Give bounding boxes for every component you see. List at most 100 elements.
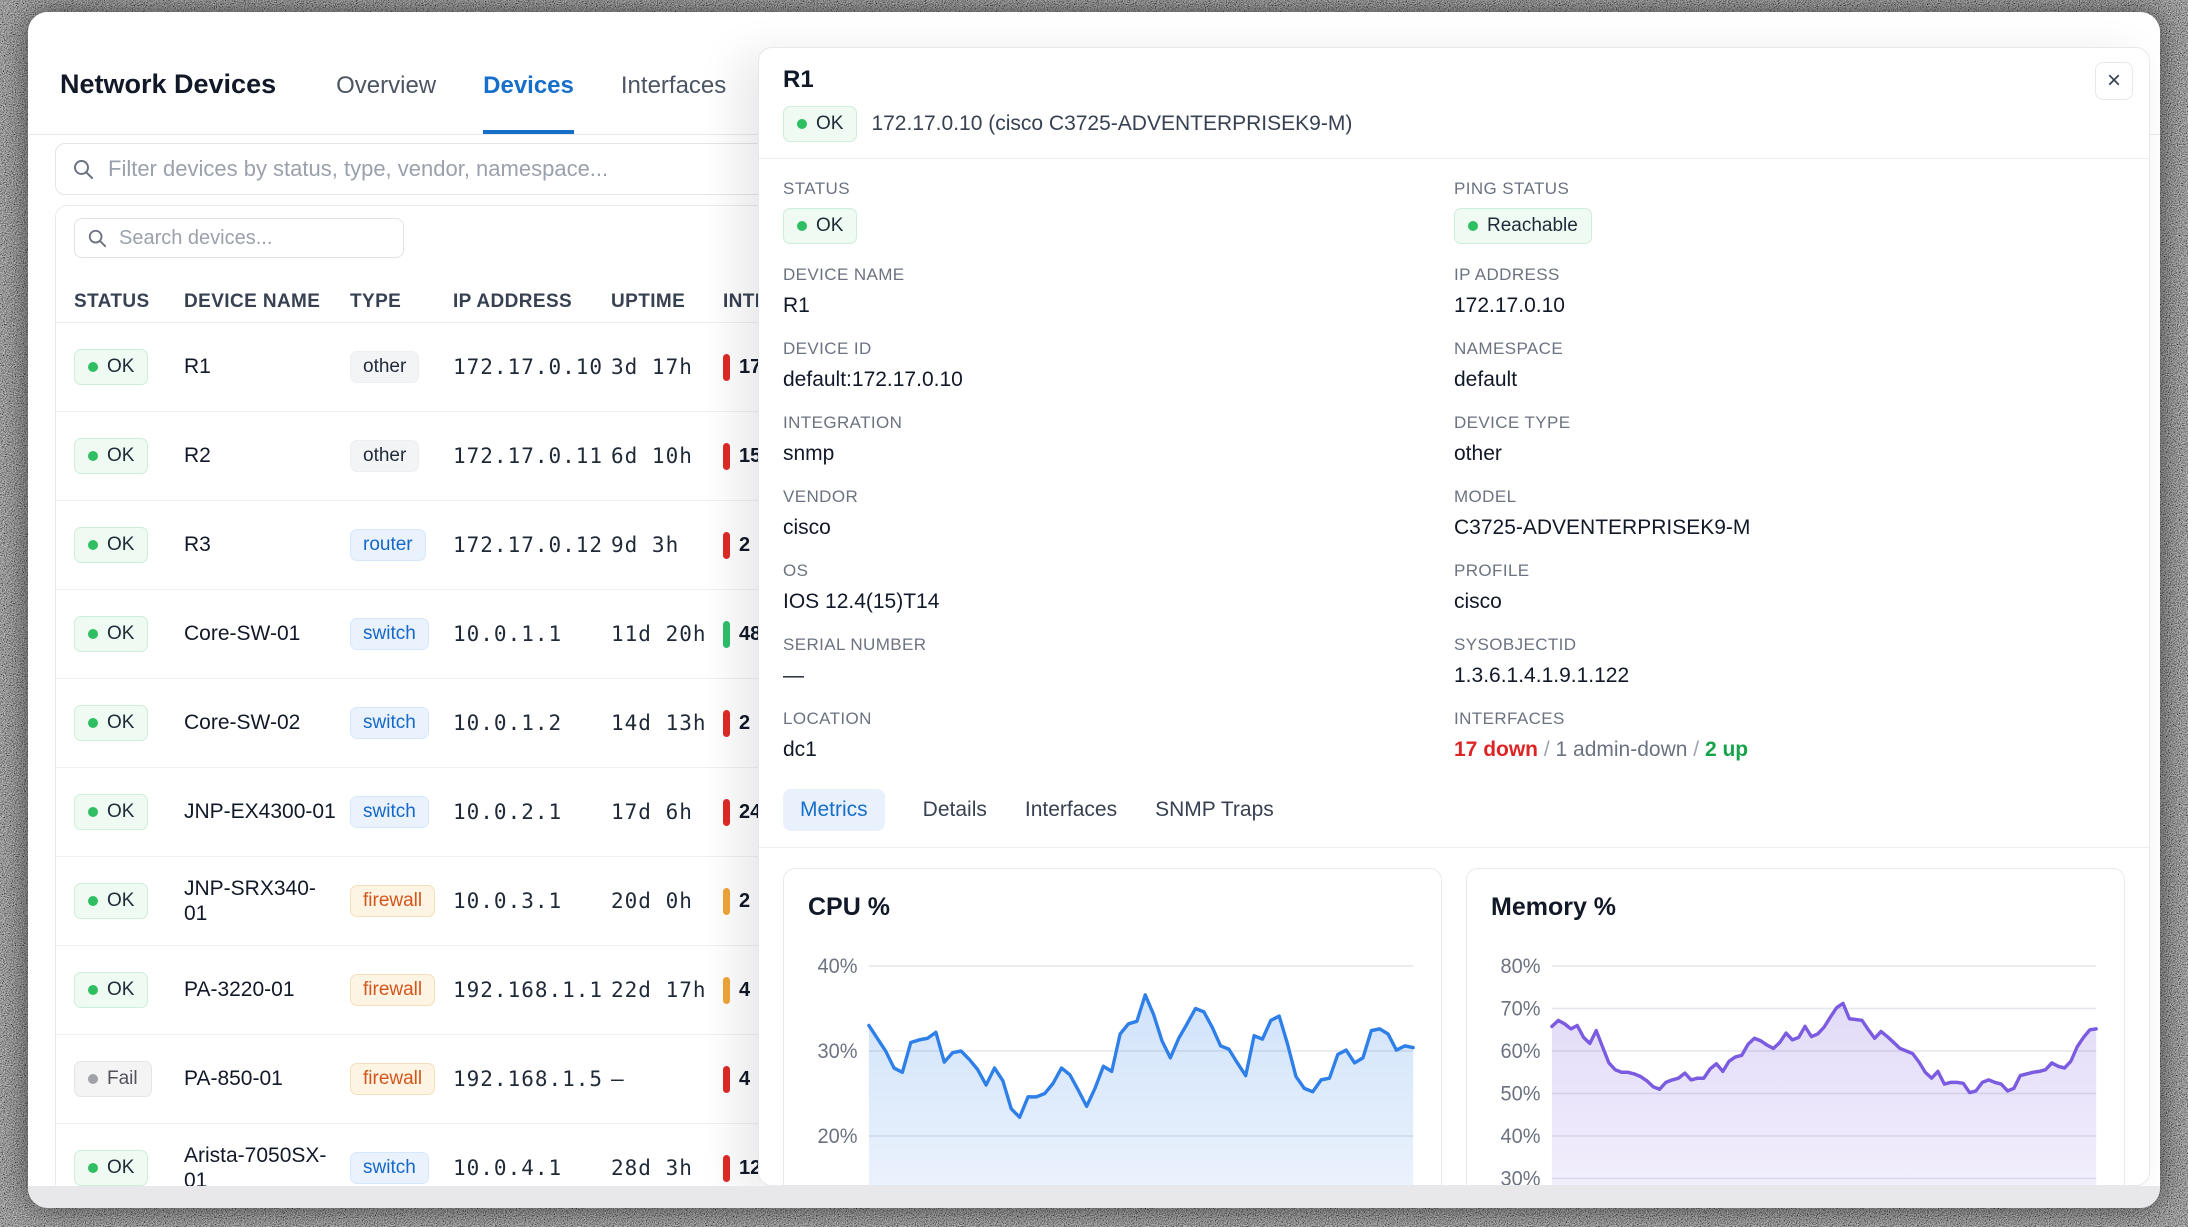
device-uptime: 11d 20h [611,622,707,646]
interface-count: 17 [739,355,762,378]
chart-plot: 40%30%20%10% [818,955,1415,1185]
field-value: other [1454,442,1502,465]
interface-status-bar [723,798,730,826]
search-input[interactable] [117,225,391,251]
field-value: dc1 [783,738,817,761]
tab-interfaces[interactable]: Interfaces [620,72,727,99]
page-title: Network Devices [60,69,277,99]
device-ip: 10.0.1.1 [453,622,563,646]
device-ip: 10.0.4.1 [453,1156,563,1180]
field-label: PING STATUS [1454,179,1570,198]
device-field: OS IOS 12.4(15)T14 [783,561,1454,614]
device-field: PROFILE cisco [1454,561,2125,614]
field-value: 172.17.0.10 [1454,294,1565,317]
device-field: DEVICE ID default:172.17.0.10 [783,339,1454,392]
column-header: UPTIME [611,291,686,312]
device-type-chip: switch [350,1152,429,1184]
column-header: TYPE [350,291,402,312]
fields-column-right: PING STATUS Reachable IP ADDRESS 172.17.… [1454,179,2125,783]
table-row[interactable]: OK Core-SW-01 switch 10.0.1.1 11d 20h 48 [56,590,1514,679]
svg-text:60%: 60% [1501,1040,1541,1064]
field-label: SERIAL NUMBER [783,635,927,654]
panel-device-title: R1 [783,66,814,93]
device-field: INTEGRATION snmp [783,413,1454,466]
svg-text:70%: 70% [1501,997,1541,1021]
status-dot-icon [88,896,98,906]
panel-tab-details[interactable]: Details [922,798,987,821]
device-uptime: 20d 0h [611,889,693,913]
field-label: INTERFACES [1454,709,1565,728]
interface-count: 4 [739,1067,751,1090]
device-uptime: 3d 17h [611,355,693,379]
device-uptime: 17d 6h [611,800,693,824]
interface-status-bar [723,620,730,648]
device-name: R3 [184,533,211,557]
device-type-chip: switch [350,707,429,739]
panel-tab-metrics[interactable]: Metrics [783,789,885,831]
field-label: DEVICE TYPE [1454,413,1571,432]
panel-tab-interfaces[interactable]: Interfaces [1024,798,1118,821]
device-type-chip: switch [350,618,429,650]
device-uptime: 9d 3h [611,533,680,557]
status-dot-icon [88,362,98,372]
status-dot-icon [88,807,98,817]
field-label: LOCATION [783,709,872,728]
column-header: IP ADDRESS [453,291,573,312]
interfaces-cell: 17 [723,353,1514,381]
field-label: NAMESPACE [1454,339,1564,358]
status-dot-icon [88,1163,98,1173]
device-ip: 172.17.0.11 [453,444,604,468]
metrics-charts: CPU %40%30%20%10%Memory %80%70%60%50%40%… [759,848,2149,1185]
table-row[interactable]: OK Arista-7050SX-01 switch 10.0.4.1 28d … [56,1124,1514,1194]
device-fields: STATUS OK DEVICE NAME R1 DEVICE ID defau… [759,159,2149,783]
field-value: default [1454,368,1518,391]
status-dot-icon [1468,221,1478,231]
interface-count: 2 [739,711,751,734]
panel-status-badge: OK [783,106,858,142]
field-label: DEVICE NAME [783,265,905,284]
device-detail-panel: R1 OK 172.17.0.10 (cisco C3725-ADVENTERP… [758,47,2150,1186]
device-field: PING STATUS Reachable [1454,179,2125,244]
field-value: — [783,664,804,687]
svg-text:80%: 80% [1501,955,1541,979]
device-ip: 10.0.3.1 [453,889,563,913]
table-row[interactable]: OK PA-3220-01 firewall 192.168.1.1 22d 1… [56,946,1514,1035]
field-label: PROFILE [1454,561,1530,580]
search-icon [74,160,93,179]
panel-subtitle: 172.17.0.10 (cisco C3725-ADVENTERPRISEK9… [871,112,1353,135]
panel-tabs: Metrics Details Interfaces SNMP Traps [759,783,2149,848]
status-badge: OK [783,208,858,244]
field-label: SYSOBJECTID [1454,635,1577,654]
close-icon: × [2106,67,2121,94]
close-button[interactable]: × [2095,62,2133,100]
device-type-chip: firewall [350,1063,436,1095]
chart-title: CPU % [808,893,890,921]
svg-text:50%: 50% [1501,1082,1541,1106]
interface-status-bar [723,887,730,915]
cpu-chart: CPU % 40%30%20%10% [783,868,1442,1185]
status-dot-icon [88,718,98,728]
interface-count: 12 [739,1156,762,1179]
interface-status-bar [723,976,730,1004]
status-dot-icon [88,629,98,639]
device-field: MODEL C3725-ADVENTERPRISEK9-M [1454,487,2125,540]
device-field: SERIAL NUMBER — [783,635,1454,688]
tab-overview[interactable]: Overview [336,72,437,99]
device-field: DEVICE NAME R1 [783,265,1454,318]
interfaces-cell: 12 [723,1154,1514,1182]
panel-tab-snmp-traps[interactable]: SNMP Traps [1155,798,1274,821]
table-row[interactable]: Fail PA-850-01 firewall 192.168.1.5 — 4 [56,1035,1514,1124]
device-uptime: 14d 13h [611,711,707,735]
svg-text:20%: 20% [818,1125,858,1149]
device-field: LOCATION dc1 [783,709,1454,762]
interface-status-bar [723,709,730,737]
device-field: NAMESPACE default [1454,339,2125,392]
field-label: DEVICE ID [783,339,872,358]
device-uptime: 6d 10h [611,444,693,468]
tab-devices[interactable]: Devices [483,72,574,134]
device-field: STATUS OK [783,179,1454,244]
device-field: INTERFACES 17 down / 1 admin-down / 2 up [1454,709,2125,762]
field-value: C3725-ADVENTERPRISEK9-M [1454,516,1751,539]
device-ip: 172.17.0.10 [453,355,604,379]
interface-status-bar [723,353,730,381]
